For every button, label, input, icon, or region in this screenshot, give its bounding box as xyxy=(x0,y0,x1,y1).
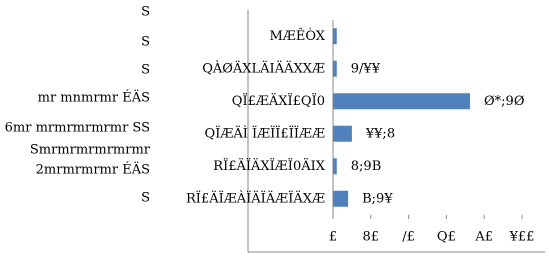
category-label: RÏ£ÄÏÆÀÏÄÏÄÆÏÄXÆ xyxy=(186,189,325,206)
value-label: 8;9B xyxy=(351,159,381,174)
category-label: RÏ£ÄÏÄXÏÆÏ0ÄIX xyxy=(213,157,325,174)
bar xyxy=(333,125,352,142)
group-label: 2mrmrmrmr ÉÄS xyxy=(36,161,150,178)
x-tick-label: £ xyxy=(329,230,337,245)
bar xyxy=(333,158,337,175)
group-label: 6mr mrmrmrmrmr SS xyxy=(5,121,150,136)
category-label: QÏ£ÆÄXÏ£QÏ0 xyxy=(232,92,325,109)
group-label: S xyxy=(141,5,150,20)
value-label: Ø*;9Ø xyxy=(484,94,524,109)
value-label: B;9¥ xyxy=(362,191,393,206)
category-label: QÀØÄXLÄIÄÄXXÆ xyxy=(202,59,325,76)
group-label: Smrmrmrmrmrmr xyxy=(30,143,151,158)
x-tick-label: ¥££ xyxy=(509,230,535,245)
x-tick-label: /£ xyxy=(402,230,415,245)
bar xyxy=(333,190,349,207)
x-tick-label: A£ xyxy=(474,230,493,245)
bar xyxy=(333,93,471,110)
x-tick-label: 8£ xyxy=(363,230,380,245)
bar xyxy=(333,28,337,45)
group-label: S xyxy=(141,35,150,50)
bar xyxy=(333,60,337,77)
group-label: S xyxy=(141,63,150,78)
group-label: mr mnmrmr ÉÄS xyxy=(38,89,150,106)
category-label: QÏÆÄÌ ÏÆÏÏ£ÏÏÆÆ xyxy=(205,124,325,141)
x-tick-label: Q£ xyxy=(437,230,456,245)
category-label: MÆÊÒX xyxy=(270,27,326,44)
value-label: ¥¥;8 xyxy=(365,126,395,141)
group-label: S xyxy=(141,191,150,206)
value-label: 9/¥¥ xyxy=(351,61,381,76)
